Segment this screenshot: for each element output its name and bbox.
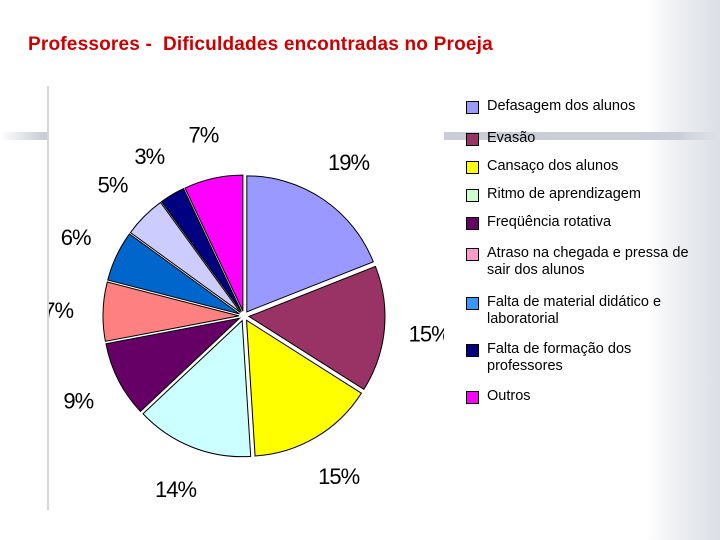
legend-swatch [466,161,479,174]
pie-slice-label-5: 7% [49,298,73,323]
legend-swatch [466,297,479,310]
legend-label: Outros [487,388,531,404]
decorative-side-bar [646,0,720,540]
pie-slice-label-7: 5% [98,172,128,197]
pie-slice-6 [107,233,240,315]
legend-swatch [466,217,479,230]
legend-item: Falta de formação dos professores [466,341,709,375]
pie-slice-7 [129,201,241,313]
legend-label: Cansaço dos alunos [487,158,619,174]
legend-item: Defasagem dos alunos [466,98,709,115]
legend-swatch [466,248,479,261]
legend-label: Falta de formação dos professores [487,341,632,374]
pie-slice-4 [105,317,242,413]
legend-label: Evasão [487,130,536,146]
legend-item: Atraso na chegada e pressa de sair dos a… [466,245,709,279]
chart-area: 19% 15% 15% 14% 9% 7% 6% 5%3% 7% [47,86,444,510]
pie-slice-label-0: 19% [328,150,369,175]
legend-label: Atraso na chegada e pressa de sair dos a… [487,245,689,278]
legend-label: Ritmo de aprendizagem [487,186,641,202]
pie-slice-5 [102,281,240,342]
legend-item: Evasão [466,130,709,147]
legend-swatch [466,344,479,357]
pie-slice-label-3: 14% [155,477,196,502]
pie-slice-1 [247,265,386,391]
legend-item: Ritmo de aprendizagem [466,186,709,203]
pie-slice-label-2: 15% [318,464,359,489]
legend-item: Freqüência rotativa [466,214,709,231]
pie-slice-label-4: 9% [63,388,93,413]
pie-slice-label-9: 7% [189,122,219,147]
legend-swatch [466,133,479,146]
legend-label: Defasagem dos alunos [487,98,636,114]
legend-swatch [466,101,479,114]
pie-slice-2 [245,319,363,457]
legend-item: Falta de material didático e laboratoria… [466,294,709,328]
pie-chart: 19% 15% 15% 14% 9% 7% 6% 5%3% 7% [49,122,444,502]
pie-slice-label-1: 15% [409,322,444,347]
slide-title: Professores - Dificuldades encontradas n… [28,34,493,55]
legend-label: Freqüência rotativa [487,214,612,230]
pie-slice-3 [142,319,252,458]
legend-swatch [466,189,479,202]
pie-slice-0 [246,175,374,313]
legend-item: Cansaço dos alunos [466,158,709,175]
legend-label: Falta de material didático e laboratoria… [487,294,662,327]
legend-item: Outros [466,388,709,405]
pie-slice-label-6: 6% [61,225,91,250]
pie-slice-label-8: 3% [134,144,164,169]
pie-slice-9 [184,174,244,312]
legend-swatch [466,391,479,404]
pie-slice-8 [160,187,242,312]
